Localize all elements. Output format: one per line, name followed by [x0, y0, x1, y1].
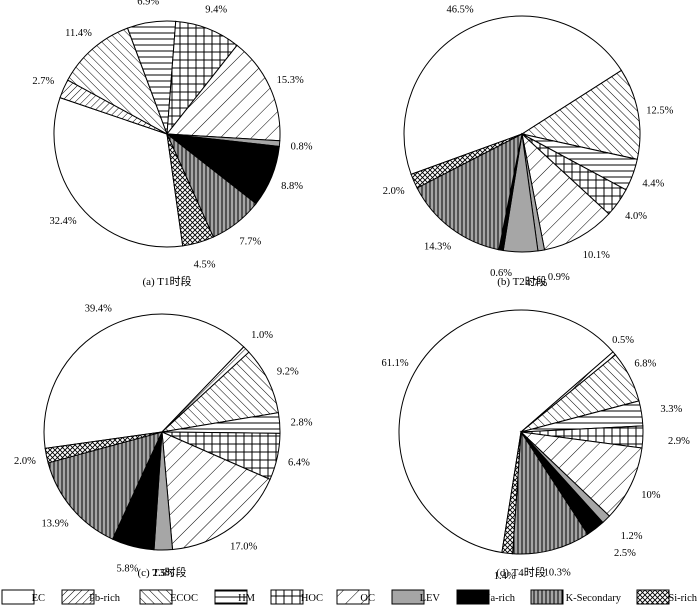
pie-slice-si-rich: [501, 431, 522, 555]
legend-swatch-ecoc: [139, 589, 173, 605]
legend-swatch-ec: [1, 589, 35, 605]
pie-slice-k-secondary: [47, 431, 163, 540]
slice-value-label: 4.4%: [642, 179, 664, 190]
pie-chart-2: 46.5% 12.5% 4.4% 4.0% 10.1% 0.9%4.7% 0.6% 14.3%…: [383, 5, 674, 290]
pie-slice-si-rich: [410, 133, 523, 189]
slice-value-label: 7.7%: [239, 236, 261, 247]
pie-slice-ecoc: [520, 69, 641, 160]
slice-value-label: 4.7%: [525, 278, 547, 289]
slice-value-label: 10.1%: [583, 250, 610, 261]
legend-label-ec: EC: [32, 593, 45, 604]
pie-caption: (c) T3时段: [138, 565, 187, 579]
pie-slice-ecoc: [67, 27, 168, 136]
chart-legend: EC Pb-rich ECOC HM HOC OC LEV Na-rich K-Secondar…: [1, 589, 698, 605]
legend-swatch-k-secondary: [530, 589, 564, 605]
slice-value-label: 8.8%: [281, 181, 303, 192]
slice-value-label: 14.3%: [424, 242, 451, 253]
legend-swatch-hoc: [270, 589, 304, 605]
legend-label-oc: OC: [360, 593, 375, 604]
legend-label-si-rich: Si-rich: [668, 593, 697, 604]
slice-value-label: 61.1%: [381, 358, 408, 369]
legend-label-k-secondary: K-Secondary: [566, 593, 622, 604]
slice-value-label: 46.5%: [446, 5, 473, 16]
pie-slice-oc: [166, 44, 281, 142]
legend-swatch-pb-rich: [61, 589, 95, 605]
slice-value-label: 9.2%: [277, 367, 299, 378]
legend-label-lev: LEV: [420, 593, 441, 604]
pie-caption: (b) T2时段: [497, 274, 547, 288]
slice-value-label: 0.6%: [490, 268, 512, 279]
slice-value-label: 1.4%: [494, 571, 516, 582]
slice-value-label: 6.8%: [634, 359, 656, 370]
pie-slice-ec: [403, 15, 623, 176]
legend-swatch-oc: [336, 589, 370, 605]
pie-slice-k-secondary: [512, 430, 589, 555]
slice-value-label: 15.3%: [277, 75, 304, 86]
slice-value-label: 17.0%: [230, 542, 257, 553]
legend-label-na-rich: Na-rich: [483, 593, 516, 604]
legend-swatch-hm: [214, 589, 248, 605]
slice-value-label: 39.4%: [85, 303, 112, 314]
slice-value-label: 12.5%: [646, 105, 673, 116]
slice-value-label: 1.0%: [251, 330, 273, 341]
legend-label-ecoc: ECOC: [170, 593, 198, 604]
slice-value-label: 11.4%: [65, 28, 92, 39]
slice-value-label: 32.4%: [49, 216, 76, 227]
pie-slice-si-rich: [44, 431, 163, 464]
slice-value-label: 6.4%: [288, 458, 310, 469]
slice-value-label: 4.5%: [194, 260, 216, 271]
slice-value-label: 6.9%: [137, 0, 159, 7]
pie-slice-ec: [53, 97, 184, 248]
pie-slice-si-rich: [166, 133, 215, 247]
pie-slice-oc: [519, 431, 643, 517]
slice-value-label: 2.9%: [668, 436, 690, 447]
slice-value-label: 2.8%: [291, 417, 313, 428]
slice-value-label: 2.0%: [14, 456, 36, 467]
slice-value-label: 0.9%: [548, 272, 570, 283]
slice-value-label: 2.5%: [153, 568, 175, 579]
slice-value-label: 10%: [641, 490, 661, 501]
legend-label-hm: HM: [238, 593, 256, 604]
pie-chart-1: 32.4% 2.7% 11.4% 6.9% 9.4% 15.3% 0.8% 8.8% 7.7% 4…: [32, 0, 312, 288]
legend-label-pb-rich: Pb-rich: [89, 593, 121, 604]
pie-slice-ec: [43, 313, 245, 449]
slice-value-label: 3.3%: [660, 404, 682, 415]
pie-slice-oc: [521, 132, 610, 251]
slice-value-label: 0.8%: [291, 142, 313, 153]
pie-slice-k-secondary: [416, 133, 523, 251]
pie-caption: (d) T4时段: [496, 565, 546, 579]
slice-value-label: 2.5%: [614, 548, 636, 559]
slice-value-label: 9.4%: [205, 4, 227, 15]
pie-slice-oc: [161, 431, 271, 551]
pie-caption: (a) T1时段: [143, 274, 192, 288]
slice-value-label: 1.2%: [621, 531, 643, 542]
slice-value-label: 10.3%: [544, 567, 571, 578]
pie-slice-ec: [398, 309, 614, 554]
slice-value-label: 2.7%: [32, 76, 54, 87]
pie-chart-4: 61.1% 0.5% 6.8% 3.3% 2.9% 10% 1.2% 2.5% 10.3% 1.4…: [381, 309, 690, 582]
pie-chart-3: 39.4% 1.0% 9.2% 2.8% 6.4% 17.0% 2.5% 5.8% 13.9% 2…: [14, 303, 313, 579]
legend-label-hoc: HOC: [301, 593, 323, 604]
slice-value-label: 5.8%: [116, 564, 138, 575]
legend-swatch-lev: [391, 589, 425, 605]
slice-value-label: 4.0%: [625, 211, 647, 222]
slice-value-label: 2.0%: [383, 186, 405, 197]
legend-swatch-si-rich: [636, 589, 670, 605]
slice-value-label: 0.5%: [612, 335, 634, 346]
slice-value-label: 13.9%: [42, 518, 69, 529]
legend-swatch-na-rich: [456, 589, 490, 605]
